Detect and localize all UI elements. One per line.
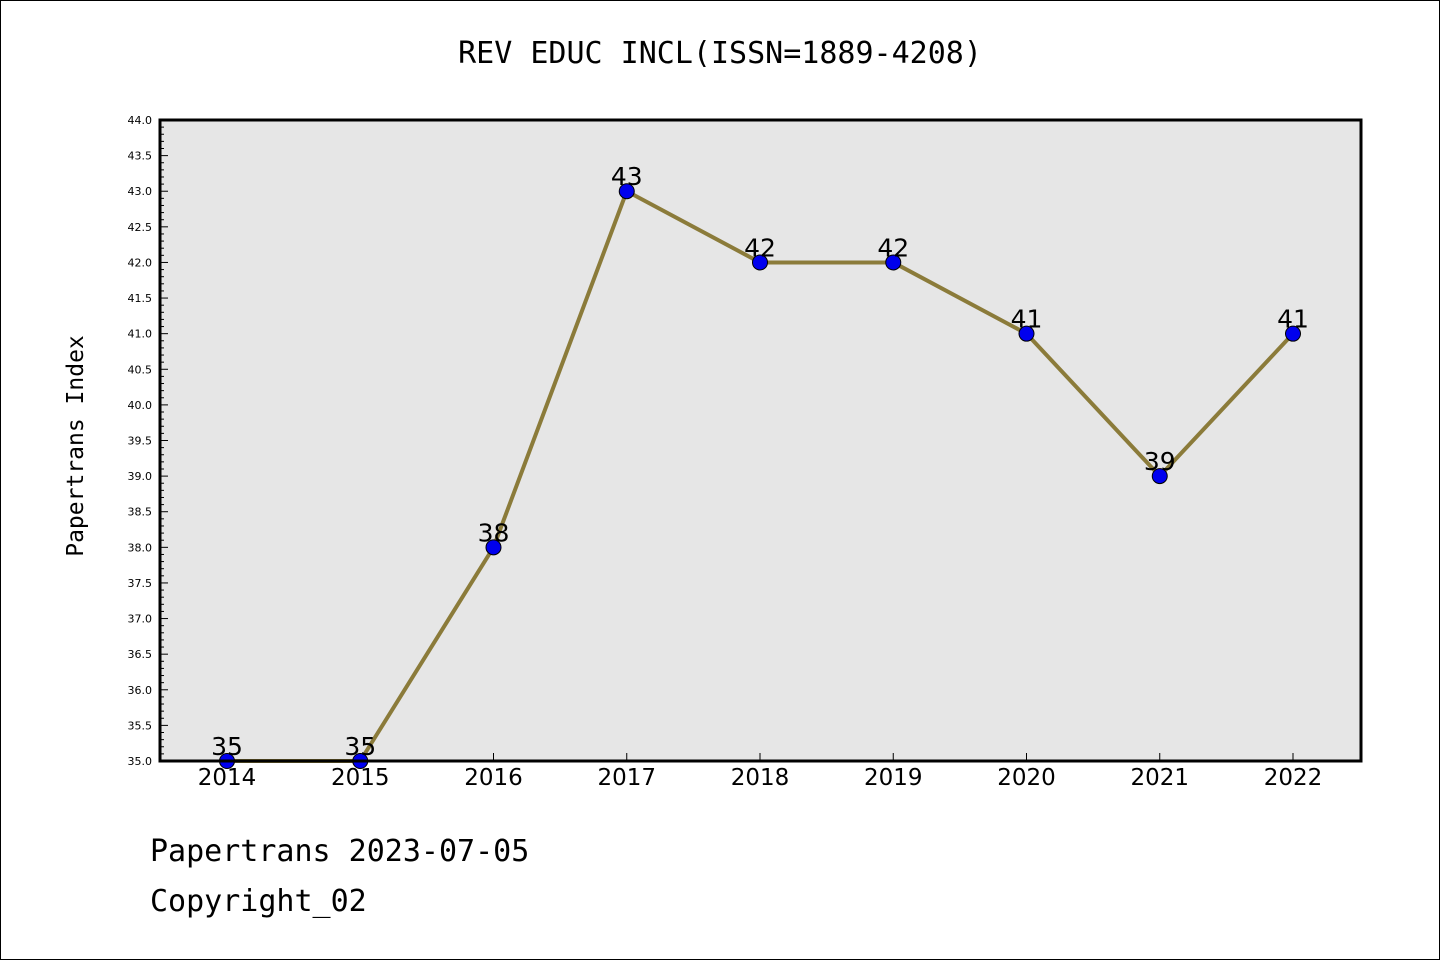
data-labels: 35 35 38 43 42 42 41 39 41 [211,162,1309,761]
x-tick-label: 2015 [331,765,390,791]
data-point [1151,468,1168,485]
data-point [885,254,902,271]
data-point [752,254,768,271]
data-point [618,183,635,200]
x-tick-label: 2022 [1264,765,1323,791]
y-tick-label: 38.5 [128,506,153,519]
chart-title: REV EDUC INCL(ISSN=1889-4208) [458,36,982,71]
data-label: 35 [211,732,243,761]
data-label: 43 [611,162,643,191]
data-label: 41 [1277,305,1309,334]
data-label: 42 [877,233,909,262]
y-tick-label: 44.0 [128,114,153,127]
data-label: 39 [1144,447,1176,476]
footer-date: Papertrans 2023-07-05 [150,834,530,869]
footer-copyright: Copyright_02 [150,884,367,919]
y-tick-label: 39.5 [128,435,153,448]
y-tick-label: 36.5 [128,648,153,661]
data-label: 38 [478,518,510,547]
y-tick-label: 39.0 [128,470,153,483]
data-point [485,539,502,556]
y-tick-label: 43.5 [128,150,153,163]
y-tick-label: 43.0 [128,185,153,198]
y-tick-label: 36.0 [128,684,153,697]
y-tick-label: 42.0 [128,256,153,269]
x-axis: 2014 2015 2016 2017 2018 2019 2020 2021 2022 [198,753,1323,791]
data-label: 35 [344,732,376,761]
y-tick-label: 41.0 [128,328,153,341]
y-tick-label: 38.0 [128,541,153,554]
y-tick-label: 42.5 [128,221,153,234]
plot-area [160,120,1361,761]
data-label: 41 [1011,305,1043,334]
x-tick-label: 2020 [997,765,1056,791]
plot-border [158,118,1363,763]
y-tick-label: 35.5 [128,719,153,732]
y-tick-label: 35.0 [128,755,153,768]
y-tick-label: 37.0 [128,613,153,626]
data-point [1285,325,1301,342]
data-label: 42 [744,233,776,262]
x-tick-label: 2018 [731,765,790,791]
x-tick-label: 2021 [1130,765,1189,791]
x-tick-label: 2014 [198,765,257,791]
x-tick-label: 2016 [464,765,523,791]
y-tick-label: 40.5 [128,363,153,376]
y-tick-label: 40.0 [128,399,153,412]
data-point [1018,325,1035,342]
x-tick-label: 2019 [864,765,923,791]
y-tick-label: 37.5 [128,577,153,590]
y-tick-label: 41.5 [128,292,153,305]
x-tick-label: 2017 [597,765,656,791]
